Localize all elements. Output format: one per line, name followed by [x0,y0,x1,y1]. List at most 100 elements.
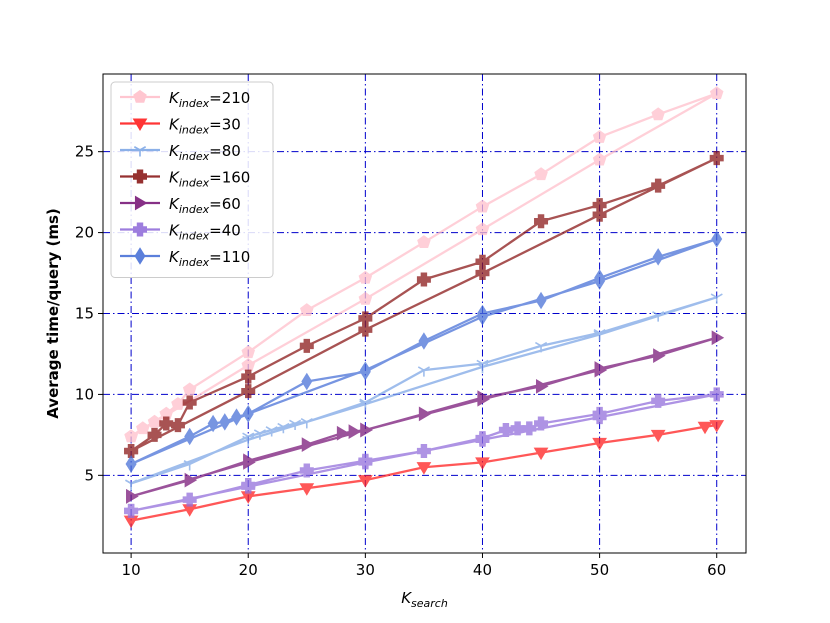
data-point [651,107,665,121]
data-point [132,118,148,131]
legend: Kindex=210 Kindex=30 Kindex=80 Kindex=160 Ki… [110,81,274,278]
data-point [336,425,350,441]
y-axis-label: Average time/query (ms) [44,208,62,419]
axis-ticks: 10 20 30 40 50 60 5 10 15 20 25 [75,143,726,579]
data-point [592,437,607,451]
data-point [498,423,513,438]
y-tick-label: 20 [75,224,94,242]
legend-item [120,247,160,265]
x-axis-label: Ksearch [401,589,448,610]
data-point [300,417,313,429]
data-point [594,362,608,378]
data-point [182,492,197,507]
x-tick-label: 50 [590,561,609,579]
data-point [650,429,666,443]
data-point [475,199,490,213]
data-point [651,393,666,408]
data-point [301,372,313,391]
data-point [289,419,302,431]
data-point [358,322,373,337]
x-tick-label: 10 [122,561,141,579]
data-point [697,421,713,435]
data-point [124,444,139,459]
data-point [134,195,148,211]
data-point [242,405,254,423]
legend-item [120,89,160,103]
data-point [184,472,198,488]
data-point [534,416,549,431]
data-point [476,362,489,374]
y-tick-label: 15 [75,305,94,323]
data-point [651,178,666,193]
data-point [477,307,488,326]
data-point [207,414,219,433]
data-point [133,222,147,237]
data-point [358,291,373,305]
data-point [147,414,162,428]
data-point [417,235,431,249]
series-1 [123,420,725,529]
series-0 [124,86,724,443]
data-point [709,151,724,166]
data-point [277,422,290,434]
data-point [243,455,256,470]
data-point [417,366,430,377]
data-point [592,207,607,222]
data-point [652,311,665,322]
data-point [416,272,431,287]
data-point [534,214,549,229]
data-point [593,330,606,342]
data-point [653,348,666,363]
data-point [133,146,147,157]
series-line [130,336,718,498]
legend-label: Kindex=30 [169,116,241,137]
data-point [182,395,197,410]
x-tick-label: 40 [473,561,492,579]
data-point [477,391,490,407]
data-point [357,475,373,488]
data-point [534,341,548,353]
data-point [125,455,137,473]
data-point [124,503,139,518]
legend-label: Kindex=110 [169,248,250,269]
data-point [416,462,432,475]
data-point [241,369,256,384]
data-point [299,338,314,353]
x-tick-label: 20 [239,561,258,579]
data-point [125,479,138,490]
data-point [170,418,185,433]
data-point [348,424,362,440]
legend-item [120,169,160,184]
data-point [126,488,139,504]
data-point [358,270,373,284]
legend-label: Kindex=210 [169,89,250,110]
series-line [130,424,717,522]
data-point [709,420,725,433]
data-point [184,427,196,446]
data-point [133,89,147,103]
data-point [253,429,266,440]
data-point [418,406,432,422]
legend-label: Kindex=40 [169,222,241,243]
data-point [710,293,723,304]
data-point [592,152,607,166]
data-point [265,426,278,437]
series-group [123,86,725,529]
legend-item [120,146,160,157]
data-point [416,444,431,459]
data-point [231,408,242,426]
data-point [652,248,664,266]
data-point [182,382,197,396]
legend-label: Kindex=60 [169,195,241,216]
data-point [418,332,430,350]
data-point [535,291,547,310]
series-6 [125,230,723,473]
data-point [136,421,150,435]
data-point [475,432,490,447]
data-point [510,421,525,436]
data-point [124,429,138,443]
data-point [592,129,607,143]
y-tick-label: 10 [75,385,94,403]
series-5 [124,387,724,518]
